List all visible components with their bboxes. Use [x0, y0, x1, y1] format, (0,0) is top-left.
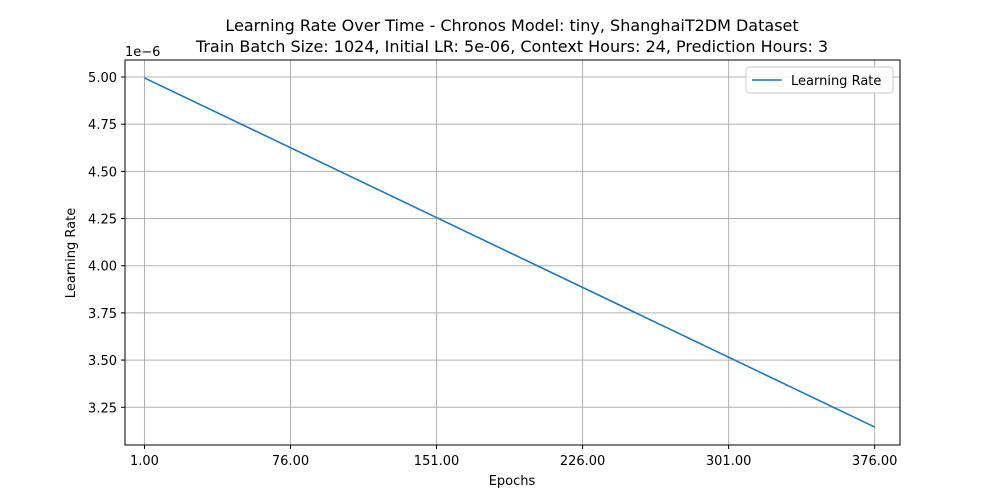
legend-box — [745, 66, 894, 94]
x-tick-label: 151.00 — [414, 454, 460, 469]
y-tick-label: 3.25 — [88, 401, 117, 416]
y-tick-label: 5.00 — [88, 71, 117, 86]
axes-background — [125, 60, 900, 445]
legend: Learning Rate — [745, 66, 894, 94]
legend-label-learning-rate: Learning Rate — [791, 74, 881, 89]
x-tick-label: 376.00 — [852, 454, 898, 469]
y-tick-label: 4.75 — [88, 118, 117, 133]
x-axis-ticks: 1.00 76.00 151.00 226.00 301.00 376.00 — [130, 445, 897, 469]
y-tick-label: 4.00 — [88, 260, 117, 275]
axes-frame — [124, 59, 901, 446]
grid-layer — [125, 60, 900, 445]
x-tick-label: 301.00 — [706, 454, 752, 469]
x-axis-label: Epochs — [489, 474, 536, 489]
x-tick-label: 1.00 — [130, 454, 159, 469]
y-tick-label: 4.25 — [88, 213, 117, 228]
chart-subtitle: Train Batch Size: 1024, Initial LR: 5e-0… — [195, 37, 828, 56]
y-axis-offset-label: 1e−6 — [125, 45, 160, 60]
plot-area: 1.00 76.00 151.00 226.00 301.00 376.00 3.253.… — [88, 59, 901, 469]
chart-title: Learning Rate Over Time - Chronos Model:… — [225, 16, 798, 35]
y-axis-ticks: 3.25 3.50 3.75 4.00 4.25 4.50 4.75 5.00 — [88, 71, 125, 416]
x-tick-label: 76.00 — [272, 454, 309, 469]
y-axis-label: Learning Rate — [64, 208, 79, 298]
series-line-learning-rate — [144, 77, 876, 428]
y-tick-label: 3.50 — [88, 354, 117, 369]
y-tick-label: 4.50 — [88, 165, 117, 180]
y-tick-label: 3.75 — [88, 307, 117, 322]
series-layer — [144, 77, 876, 428]
x-tick-label: 226.00 — [560, 454, 606, 469]
